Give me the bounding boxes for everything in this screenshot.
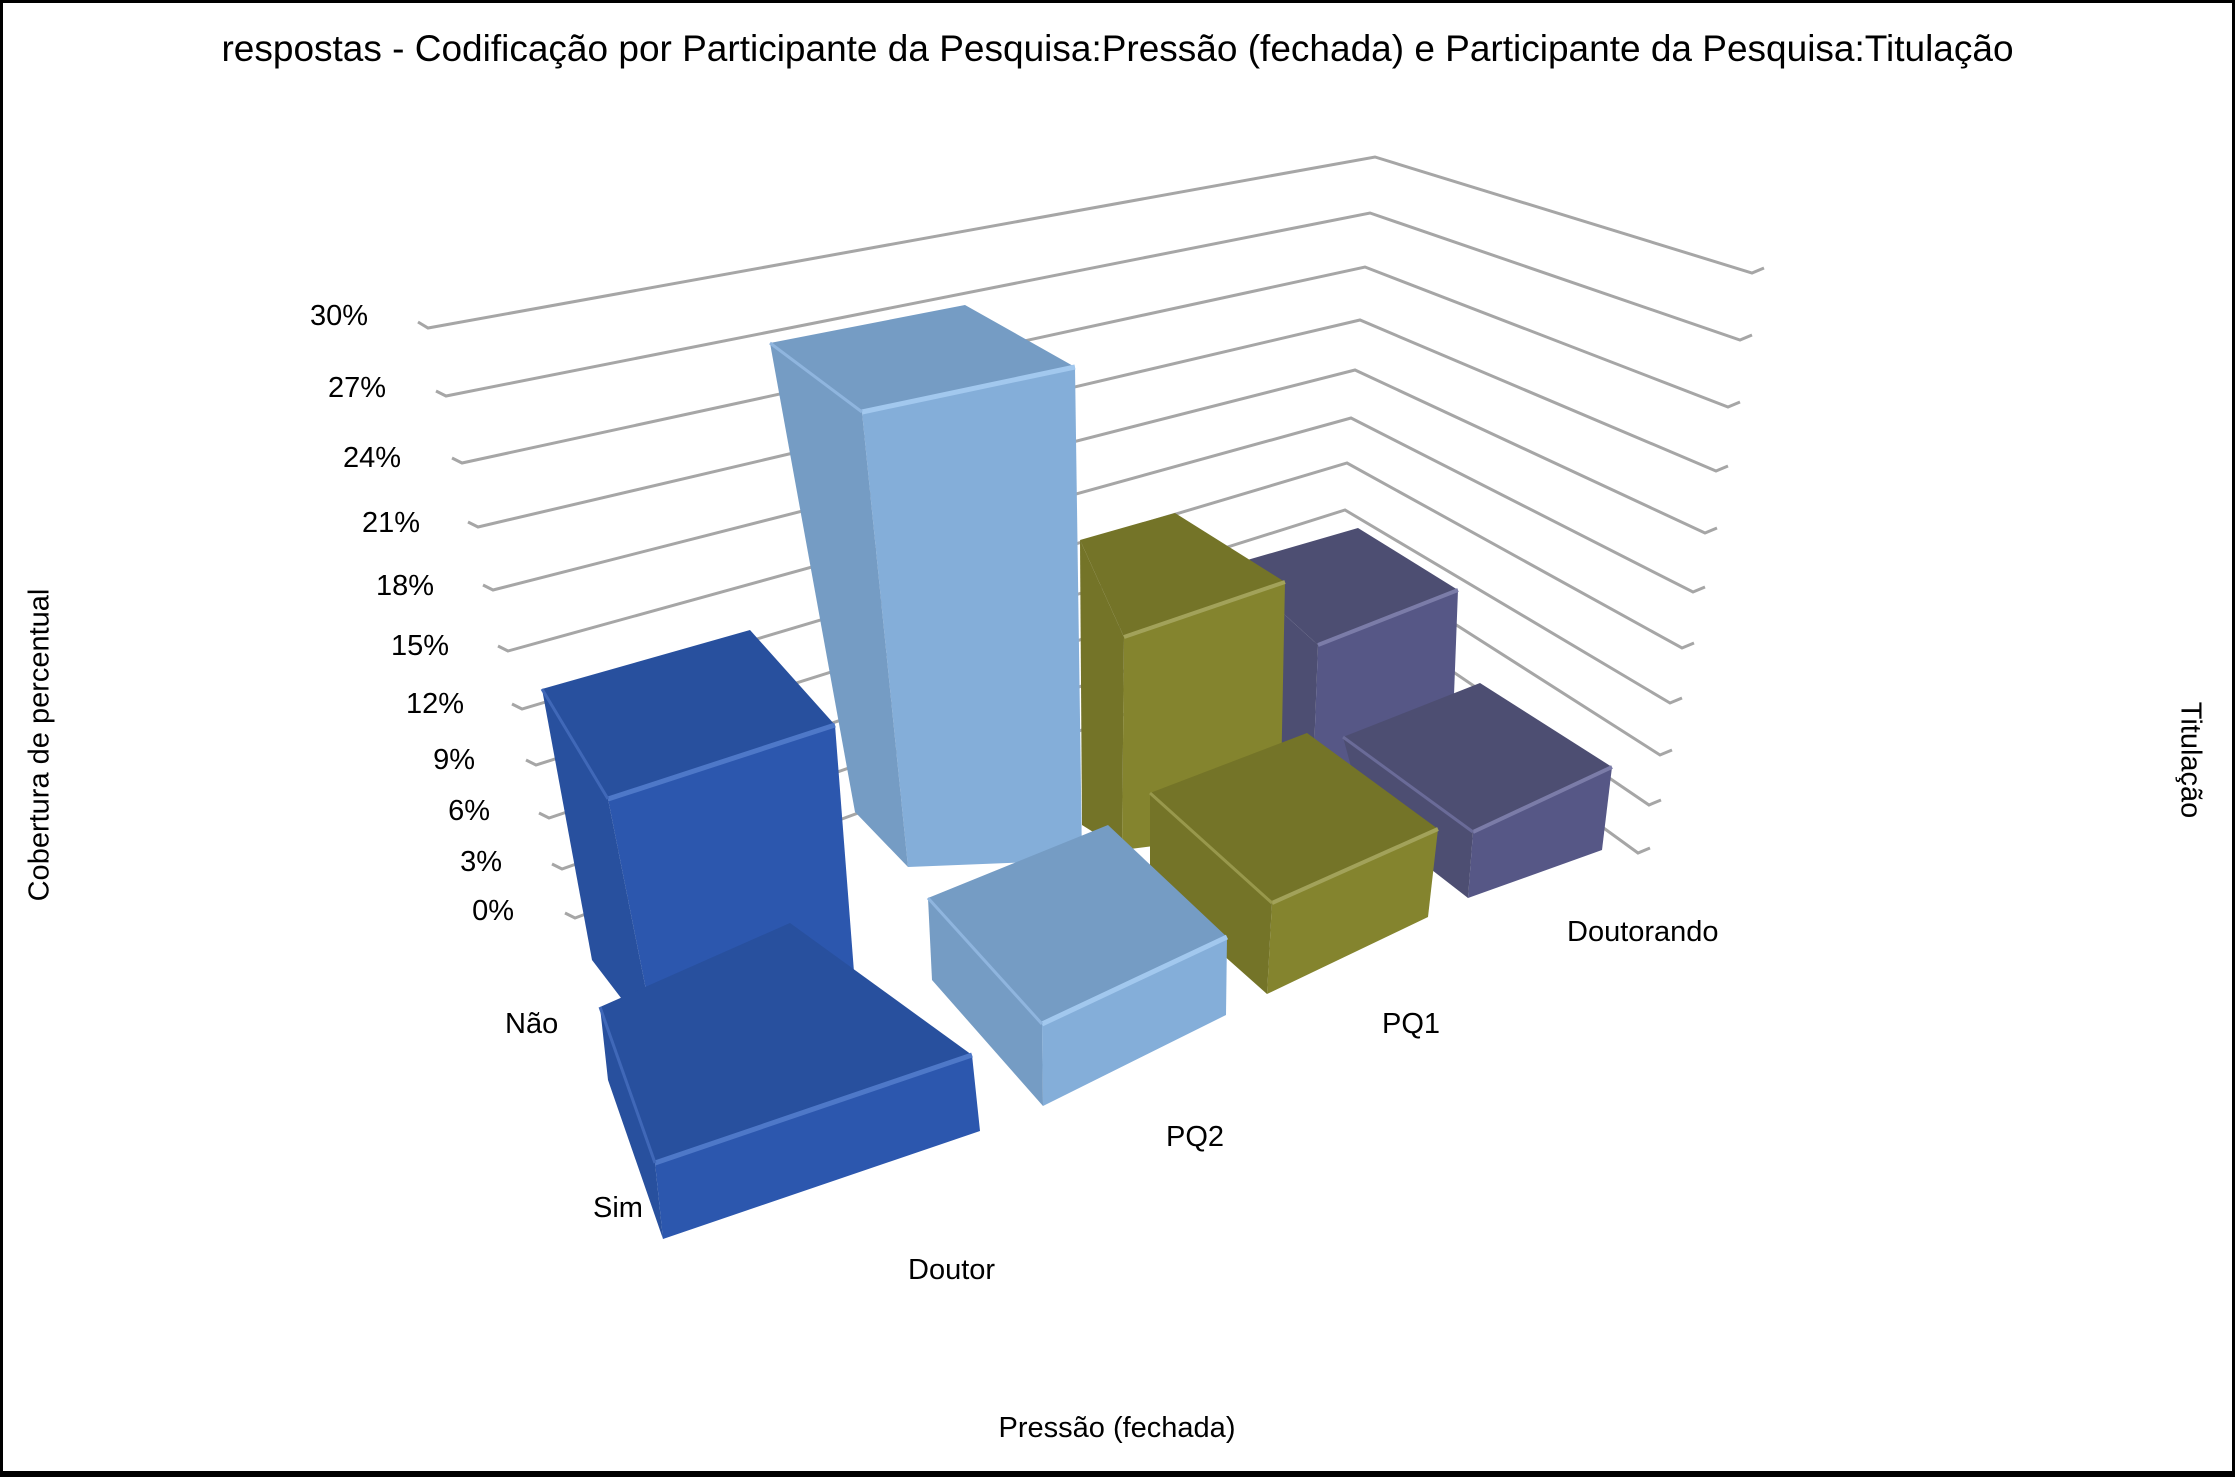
tick-6: 6% [448, 795, 490, 827]
chart-title: respostas - Codificação por Participante… [221, 28, 2014, 69]
tick-0: 0% [472, 895, 514, 927]
tick-15: 15% [391, 630, 449, 662]
x-axis-title: Pressão (fechada) [998, 1412, 1236, 1444]
row-label-sim: Sim [593, 1192, 643, 1224]
tick-3: 3% [460, 846, 502, 878]
bar-sim-pq2[interactable] [926, 825, 1229, 1106]
tick-27: 27% [328, 372, 386, 404]
tick-18: 18% [376, 570, 434, 602]
col-label-pq2: PQ2 [1166, 1121, 1224, 1153]
bar-sim-pq1[interactable] [1148, 733, 1439, 994]
tick-24: 24% [343, 442, 401, 474]
tick-30: 30% [310, 300, 368, 332]
bar-nao-pq2[interactable] [769, 305, 1082, 867]
tick-9: 9% [433, 744, 475, 776]
tick-21: 21% [362, 507, 420, 539]
y-axis-ticks: 30% 27% 24% 21% 18% 15% 12% 9% 6% 3% 0% [310, 300, 514, 927]
col-label-pq1: PQ1 [1382, 1008, 1440, 1040]
col-label-doutor: Doutor [908, 1254, 995, 1286]
bar-sim-doutor[interactable] [598, 923, 980, 1239]
tick-12: 12% [406, 688, 464, 720]
col-label-doutorando: Doutorando [1567, 916, 1719, 948]
row-label-nao: Não [505, 1008, 558, 1040]
gridlines [417, 155, 1765, 920]
